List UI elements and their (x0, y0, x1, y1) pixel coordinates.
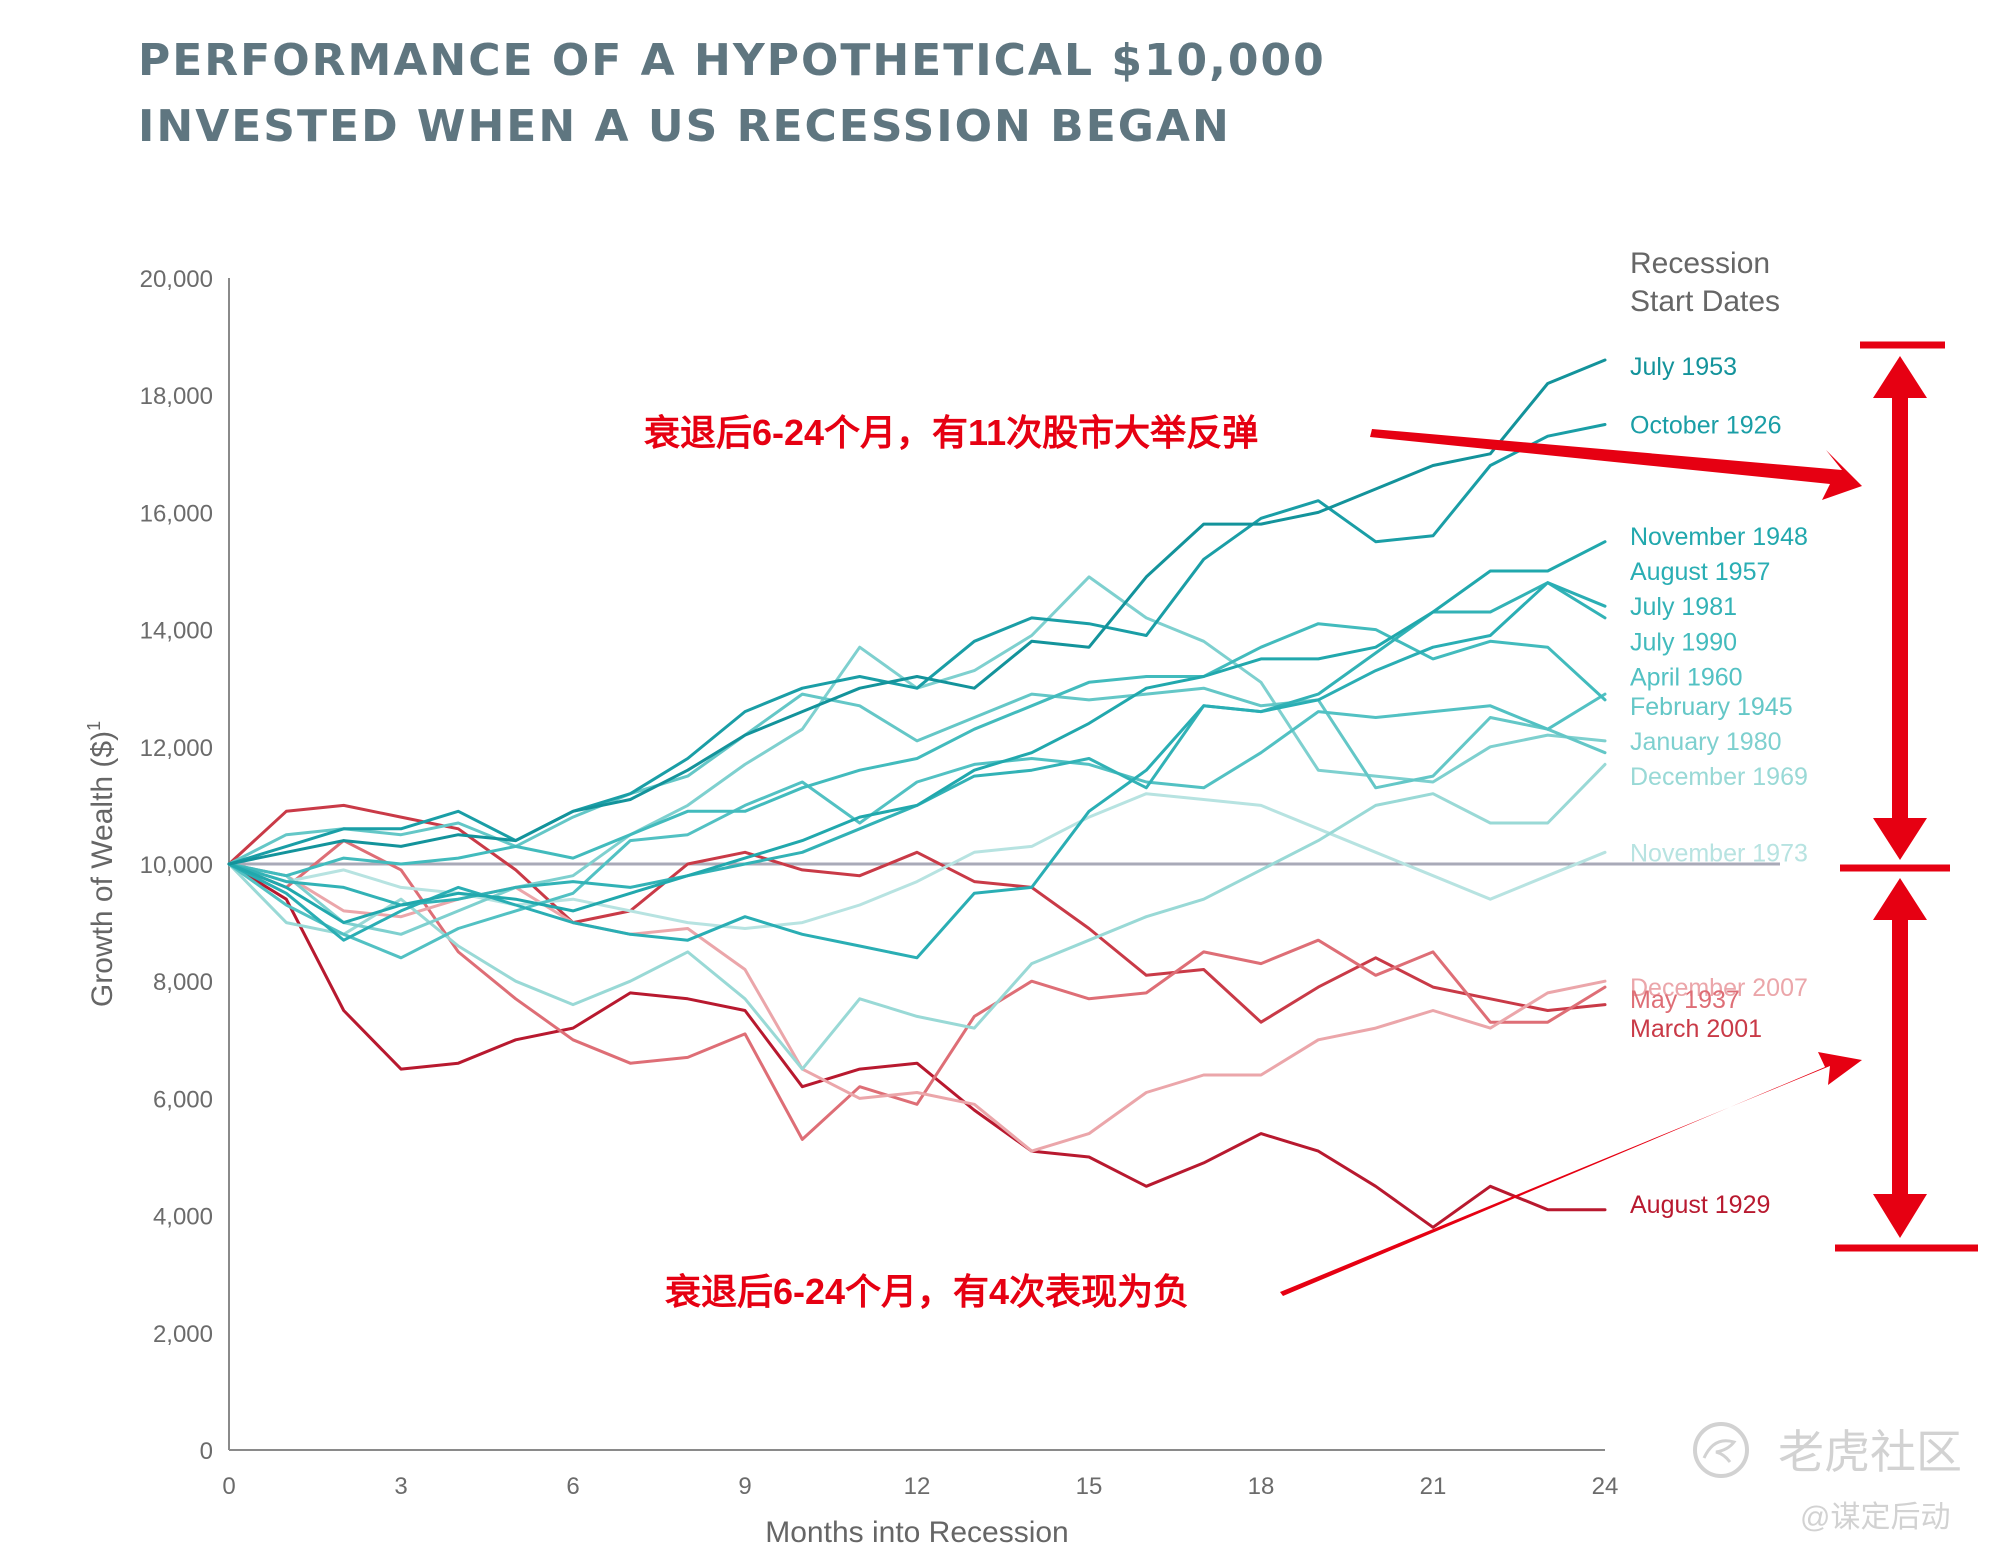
x-tick-label: 0 (222, 1473, 235, 1500)
tiger-logo-icon (1693, 1422, 1749, 1478)
x-tick-label: 15 (1076, 1473, 1103, 1500)
legend-label-may-1937: May 1937 (1630, 986, 1740, 1014)
watermark: 老虎社区 @谋定后动 (1693, 1422, 1962, 1534)
y-tick-label: 6,000 (153, 1086, 213, 1113)
legend: Recession Start Dates July 1953 October 1… (1630, 247, 1808, 1219)
series-line-august-1957 (227, 581, 1607, 960)
y-tick-label: 14,000 (140, 618, 213, 645)
x-tick-label: 3 (394, 1473, 407, 1500)
series-line-november-1948 (227, 540, 1607, 925)
x-tick-label: 24 (1592, 1473, 1619, 1500)
series-line-december-1969 (227, 762, 1607, 1071)
y-tick-label: 0 (200, 1438, 213, 1465)
watermark-handle: @谋定后动 (1800, 1501, 1950, 1534)
series-line-december-2007 (227, 862, 1607, 1153)
series-group (227, 358, 1607, 1229)
legend-label-december-2007: December 2007 (1630, 974, 1808, 1002)
annotation-negative: 衰退后6-24个月，有4次表现为负 (665, 1271, 1189, 1312)
watermark-brand: 老虎社区 (1778, 1426, 1962, 1478)
legend-label-august-1957: August 1957 (1630, 558, 1770, 586)
legend-label-january-1980: January 1980 (1630, 728, 1782, 756)
legend-label-november-1948: November 1948 (1630, 523, 1808, 551)
bracket-upper-arrow (1873, 356, 1927, 860)
x-tick-label: 18 (1248, 1473, 1275, 1500)
legend-label-march-2001: March 2001 (1630, 1015, 1762, 1043)
bracket-lower-arrow (1873, 878, 1927, 1238)
legend-label-july-1953: July 1953 (1630, 353, 1737, 381)
legend-label-february-1945: February 1945 (1630, 693, 1793, 721)
chart-title: PERFORMANCE OF A HYPOTHETICAL $10,000 IN… (138, 28, 1326, 160)
series-line-july-1990 (227, 622, 1607, 878)
legend-label-april-1960: April 1960 (1630, 663, 1743, 691)
x-tick-label: 6 (566, 1473, 579, 1500)
chart-title-line-2: INVESTED WHEN A US RECESSION BEGAN (138, 101, 1231, 152)
axes-group: 0 2,000 4,000 6,000 8,000 10,000 12,000 14,000 1… (84, 266, 1780, 1549)
annotation-rebound: 衰退后6-24个月，有11次股市大举反弹 (644, 412, 1258, 453)
callout-arrow-upper (1370, 429, 1862, 500)
x-tick-label: 21 (1420, 1473, 1447, 1500)
tiger-logo-stripe (1702, 1439, 1737, 1463)
legend-label-october-1926: October 1926 (1630, 412, 1782, 440)
y-tick-label: 20,000 (140, 266, 213, 293)
legend-title-line-2: Start Dates (1630, 285, 1780, 318)
series-line-july-1981 (227, 581, 1607, 907)
series-line-april-1960 (227, 692, 1607, 960)
y-tick-label: 10,000 (140, 852, 213, 879)
chart-title-line-1: PERFORMANCE OF A HYPOTHETICAL $10,000 (138, 35, 1326, 86)
series-line-march-2001 (227, 803, 1607, 1024)
y-tick-label: 4,000 (153, 1204, 213, 1231)
legend-label-july-1990: July 1990 (1630, 628, 1737, 656)
series-line-july-1953 (227, 358, 1607, 866)
y-axis-title: Growth of Wealth ($)1 (84, 721, 119, 1007)
y-tick-label: 16,000 (140, 500, 213, 527)
callout-arrow-lower (1280, 1052, 1862, 1296)
legend-label-august-1929: August 1929 (1630, 1191, 1770, 1219)
x-tick-label: 12 (904, 1473, 931, 1500)
y-tick-label: 18,000 (140, 383, 213, 410)
series-line-august-1929 (227, 862, 1607, 1229)
legend-label-july-1981: July 1981 (1630, 593, 1737, 621)
legend-label-november-1973: November 1973 (1630, 839, 1808, 867)
series-line-february-1945 (227, 686, 1607, 866)
legend-title-line-1: Recession (1630, 247, 1770, 280)
y-tick-label: 8,000 (153, 969, 213, 996)
x-tick-label: 9 (738, 1473, 751, 1500)
series-line-october-1926 (227, 423, 1607, 866)
y-tick-label: 2,000 (153, 1321, 213, 1348)
y-tick-label: 12,000 (140, 735, 213, 762)
series-line-may-1937 (227, 839, 1607, 1141)
annotations: 衰退后6-24个月，有11次股市大举反弹 衰退后6-24个月，有4次表现为负 (641, 341, 1978, 1316)
legend-label-december-1969: December 1969 (1630, 763, 1808, 791)
x-axis-title: Months into Recession (765, 1516, 1069, 1549)
